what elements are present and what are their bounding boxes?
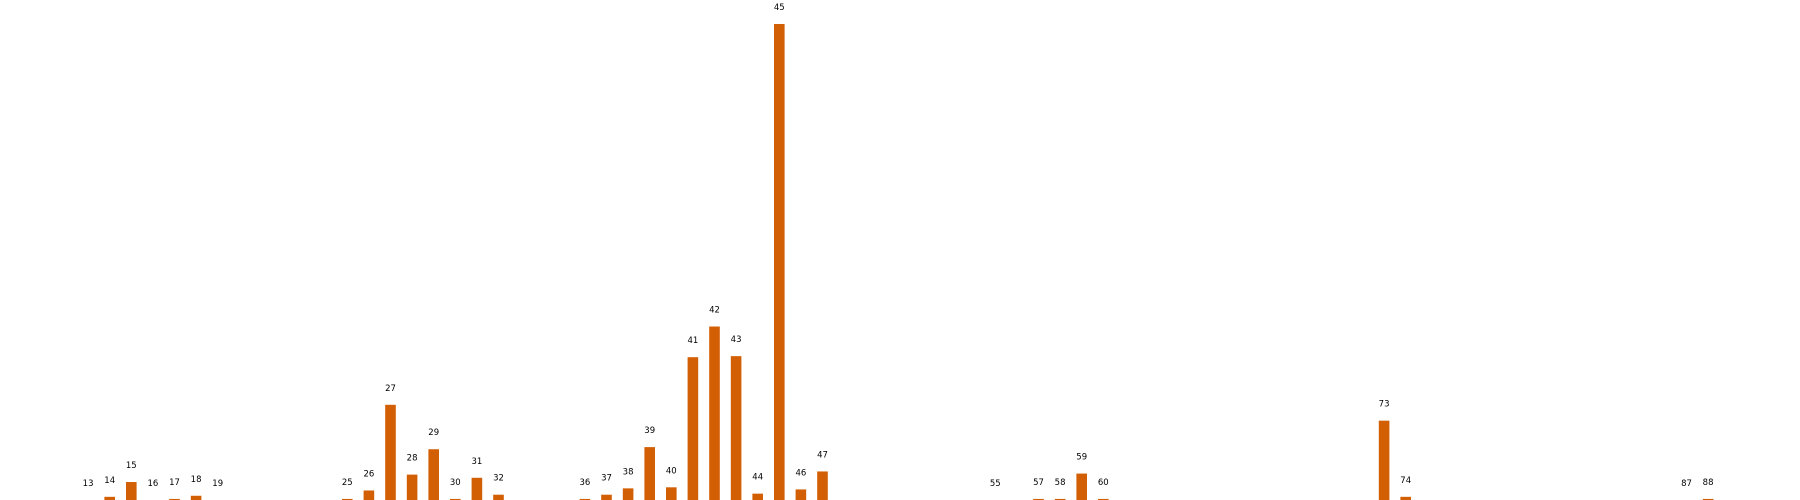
data-label-32: 32 — [493, 474, 504, 484]
bar-74 — [1400, 496, 1411, 500]
bar-47 — [817, 471, 828, 500]
bar-38 — [622, 488, 634, 500]
bar-15 — [126, 482, 137, 500]
data-label-38: 38 — [623, 467, 634, 477]
bar-18 — [190, 495, 202, 500]
data-label-55: 55 — [990, 479, 1001, 489]
data-label-14: 14 — [104, 476, 115, 486]
bar-57 — [1033, 498, 1044, 500]
bar-59 — [1076, 473, 1087, 500]
data-label-45: 45 — [774, 3, 785, 13]
bar-58 — [1054, 498, 1066, 500]
data-label-73: 73 — [1379, 400, 1390, 410]
data-label-17: 17 — [169, 478, 180, 488]
bar-73 — [1378, 420, 1390, 500]
bar-25 — [342, 498, 353, 500]
bar-45 — [774, 24, 785, 500]
bar-44 — [752, 493, 763, 500]
bar-41 — [687, 357, 699, 500]
data-label-25: 25 — [342, 478, 353, 488]
data-label-36: 36 — [579, 478, 590, 488]
data-label-37: 37 — [601, 474, 612, 484]
data-label-46: 46 — [795, 468, 806, 478]
bar-31 — [471, 477, 483, 500]
bar-60 — [1098, 498, 1109, 500]
bars-layer — [104, 24, 1714, 500]
data-label-30: 30 — [450, 478, 461, 488]
data-label-74: 74 — [1400, 476, 1411, 486]
data-label-60: 60 — [1098, 478, 1109, 488]
labels-layer: 13 14 15 16 17 18 19 25 26 27 28 29 30 31 32 36 37 38 39 40… — [83, 3, 1714, 489]
bar-39 — [644, 447, 655, 500]
bar-14 — [104, 496, 115, 500]
data-label-59: 59 — [1076, 453, 1087, 463]
data-label-42: 42 — [709, 306, 720, 316]
bar-17 — [169, 498, 180, 500]
bar-43 — [730, 356, 742, 500]
data-label-58: 58 — [1055, 478, 1066, 488]
data-label-31: 31 — [471, 457, 482, 467]
data-label-13: 13 — [83, 479, 94, 489]
bar-30 — [450, 498, 461, 500]
data-label-39: 39 — [644, 426, 655, 436]
bar-28 — [406, 474, 418, 500]
data-label-47: 47 — [817, 450, 828, 460]
data-label-28: 28 — [407, 454, 418, 464]
bar-26 — [363, 490, 375, 500]
data-label-43: 43 — [731, 335, 742, 345]
data-label-41: 41 — [687, 336, 698, 346]
data-label-87: 87 — [1681, 479, 1692, 489]
bar-40 — [666, 487, 677, 500]
data-label-19: 19 — [212, 479, 223, 489]
bar-29 — [428, 449, 439, 500]
data-label-16: 16 — [147, 479, 158, 489]
data-label-40: 40 — [666, 466, 677, 476]
data-label-15: 15 — [126, 461, 137, 471]
bar-27 — [385, 404, 396, 500]
bar-36 — [579, 498, 591, 500]
bar-88 — [1702, 498, 1714, 500]
bar-37 — [601, 494, 612, 500]
data-label-44: 44 — [752, 473, 763, 483]
bar-46 — [795, 489, 807, 500]
data-label-26: 26 — [363, 469, 374, 479]
data-label-18: 18 — [191, 475, 202, 485]
data-label-29: 29 — [428, 428, 439, 438]
data-label-88: 88 — [1703, 478, 1714, 488]
bar-42 — [709, 326, 720, 500]
bar-32 — [493, 494, 504, 500]
data-label-57: 57 — [1033, 478, 1044, 488]
data-label-27: 27 — [385, 384, 396, 394]
